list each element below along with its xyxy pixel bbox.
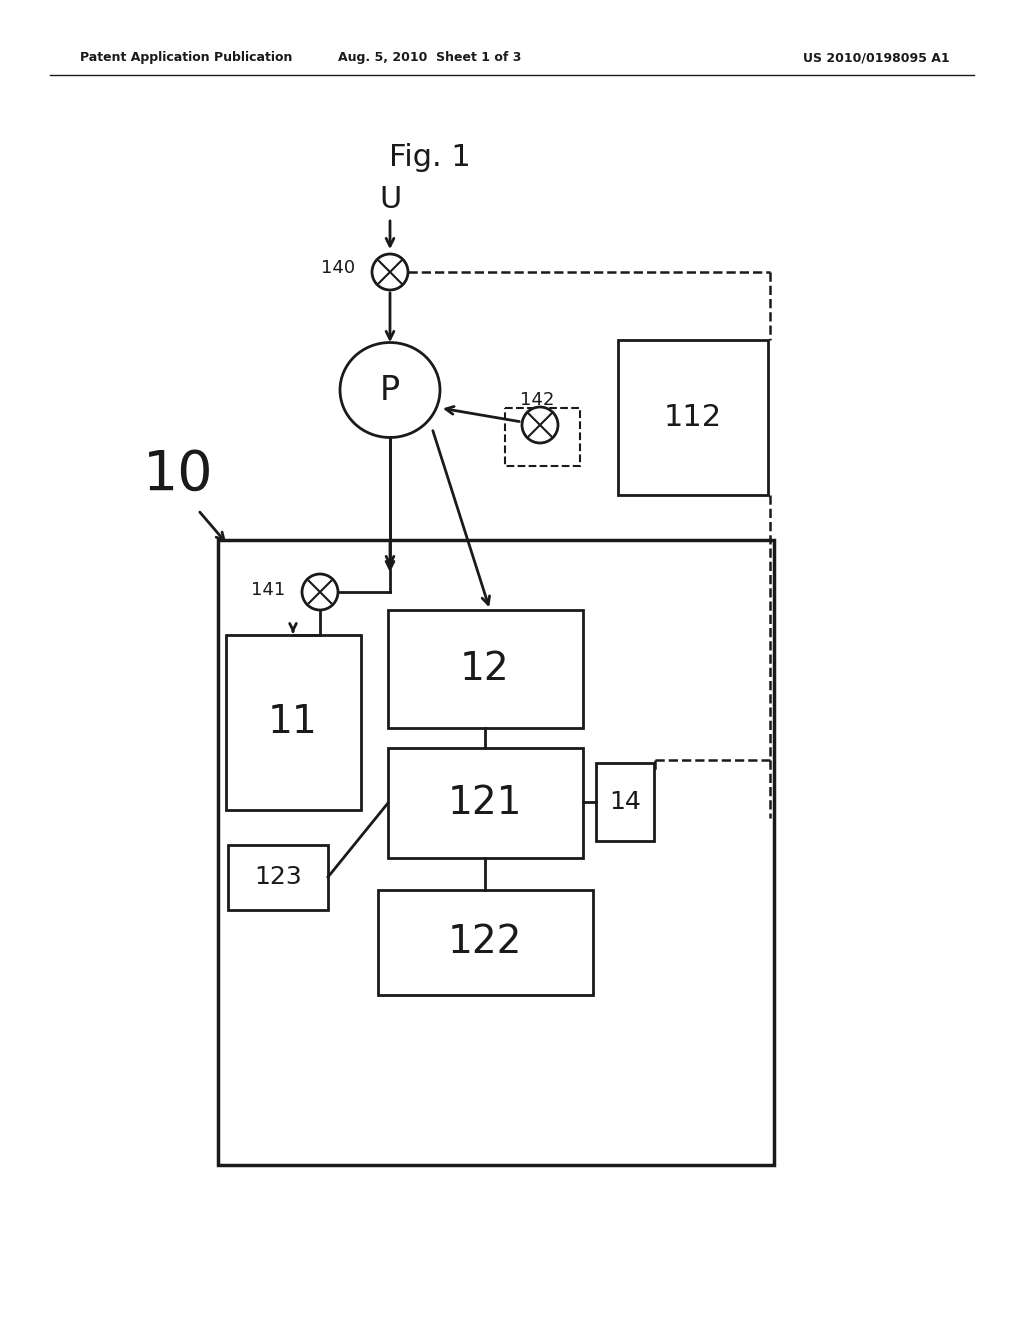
Bar xyxy=(226,635,361,810)
Text: Aug. 5, 2010  Sheet 1 of 3: Aug. 5, 2010 Sheet 1 of 3 xyxy=(338,51,521,65)
Text: 12: 12 xyxy=(460,649,510,688)
Bar xyxy=(218,540,774,1166)
Text: US 2010/0198095 A1: US 2010/0198095 A1 xyxy=(804,51,950,65)
Text: P: P xyxy=(380,374,400,407)
Ellipse shape xyxy=(340,342,440,437)
Bar xyxy=(388,610,583,729)
Text: 121: 121 xyxy=(447,784,522,822)
Text: Fig. 1: Fig. 1 xyxy=(389,144,471,173)
Text: 11: 11 xyxy=(268,704,317,741)
Circle shape xyxy=(372,253,408,290)
Bar xyxy=(505,408,580,466)
Bar xyxy=(618,341,768,495)
Text: 142: 142 xyxy=(520,391,554,409)
Text: 122: 122 xyxy=(447,923,522,961)
Bar xyxy=(378,890,593,995)
Text: 140: 140 xyxy=(321,259,355,277)
Text: U: U xyxy=(379,186,401,214)
Circle shape xyxy=(302,574,338,610)
Text: 14: 14 xyxy=(609,789,641,814)
Circle shape xyxy=(522,407,558,444)
Text: 112: 112 xyxy=(664,404,722,433)
Bar xyxy=(596,763,654,841)
Bar xyxy=(388,748,583,858)
Text: Patent Application Publication: Patent Application Publication xyxy=(80,51,293,65)
Text: 141: 141 xyxy=(251,581,285,599)
Text: 123: 123 xyxy=(254,865,302,888)
Text: 10: 10 xyxy=(142,447,213,502)
Bar xyxy=(228,845,328,909)
